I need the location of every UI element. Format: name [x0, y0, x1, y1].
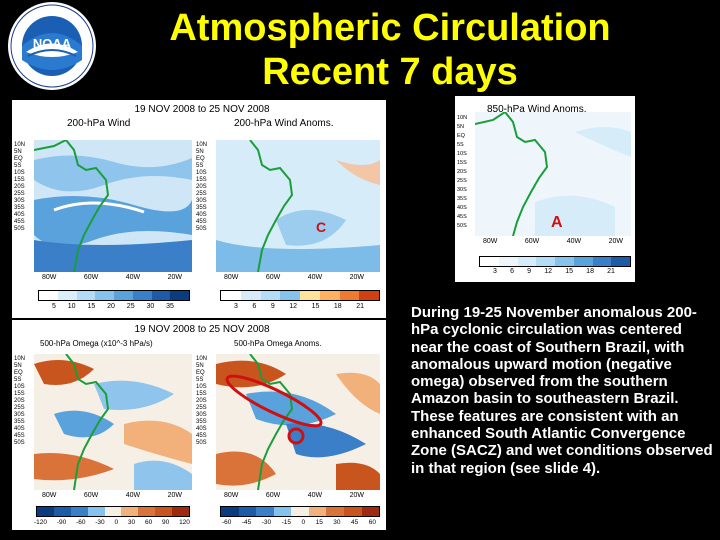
- wind-anom-850-colorbar-labels: 3 6 9 12 15 18 21: [493, 268, 615, 275]
- noaa-logo: NOAA: [8, 2, 96, 90]
- right-map-title: 200-hPa Wind Anoms.: [234, 118, 334, 129]
- lon-labels-omega-left: 80W 60W 40W 20W: [42, 492, 182, 499]
- date-range-omega: 19 NOV 2008 to 25 NOV 2008: [134, 324, 270, 335]
- wind-200hpa-map: [34, 140, 192, 272]
- title-line-2: Recent 7 days: [262, 51, 518, 93]
- lat-labels-left: 10N 5N EQ 5S 10S 15S 20S 25S 30S 35S 40S 45S 50S: [14, 142, 26, 232]
- anticyclonic-annotation: A: [551, 214, 563, 231]
- wind-anom-colorbar: [220, 290, 380, 301]
- panel-200hpa-wind: 19 NOV 2008 to 25 NOV 2008 200-hPa Wind …: [12, 100, 386, 318]
- left-map-title: 200-hPa Wind: [67, 118, 131, 129]
- wind-colorbar: [38, 290, 190, 301]
- lat-labels-omega-left: 10N 5N EQ 5S 10S 15S 20S 25S 30S 35S 40S 45S 50S: [14, 356, 26, 446]
- upward-motion-highlight-circle: [287, 427, 305, 445]
- lat-labels-right: 10N 5N EQ 5S 10S 15S 20S 25S 30S 35S 40S 45S 50S: [196, 142, 208, 232]
- date-range: 19 NOV 2008 to 25 NOV 2008: [134, 104, 270, 115]
- panel-500hpa-omega: 19 NOV 2008 to 25 NOV 2008 500-hPa Omega…: [12, 320, 386, 530]
- lon-labels-850: 80W 60W 40W 20W: [483, 238, 623, 245]
- slide-caption: During 19-25 November anomalous 200-hPa …: [411, 304, 713, 477]
- sacz-highlight-ellipse: [225, 374, 323, 428]
- lon-labels-right: 80W 60W 40W 20W: [224, 274, 364, 281]
- omega-map-title: 500-hPa Omega (x10^-3 hPa/s): [40, 339, 153, 348]
- omega-500hpa-map: [34, 354, 192, 490]
- omega-colorbar: [36, 506, 190, 517]
- wind-anom-colorbar-labels: 3 6 9 12 15 18 21: [234, 303, 364, 310]
- title-line-1: Atmospheric Circulation: [169, 7, 611, 49]
- wind-anom-200hpa-map: C: [216, 140, 380, 272]
- wind-anom-850hpa-map: A: [475, 112, 631, 236]
- omega-anom-500hpa-map: [216, 354, 380, 490]
- omega-colorbar-labels: -120 -90 -60 -30 0 30 60 90 120: [34, 519, 190, 526]
- lon-labels-left: 80W 60W 40W 20W: [42, 274, 182, 281]
- panel-850hpa-wind-anom: 850-hPa Wind Anoms. 10N 5N EQ 5S 10S 15S 20S 25…: [455, 96, 635, 282]
- slide-title: Atmospheric Circulation Recent 7 days: [110, 6, 670, 94]
- omega-anom-colorbar: [220, 506, 380, 517]
- cyclonic-annotation: C: [316, 219, 326, 235]
- lat-labels-850: 10N 5N EQ 5S 10S 15S 20S 25S 30S 35S 40S 45S 50S: [457, 115, 468, 229]
- lat-labels-omega-right: 10N 5N EQ 5S 10S 15S 20S 25S 30S 35S 40S 45S 50S: [196, 356, 208, 446]
- map-title-850: 850-hPa Wind Anoms.: [487, 104, 587, 115]
- lon-labels-omega-right: 80W 60W 40W 20W: [224, 492, 364, 499]
- omega-anom-map-title: 500-hPa Omega Anoms.: [234, 339, 322, 348]
- wind-anom-850-colorbar: [479, 256, 631, 267]
- omega-anom-colorbar-labels: -60 -45 -30 -15 0 15 30 45 60: [222, 519, 376, 526]
- wind-colorbar-labels: 5 10 15 20 25 30 35: [52, 303, 174, 310]
- noaa-logo-text: NOAA: [33, 36, 72, 51]
